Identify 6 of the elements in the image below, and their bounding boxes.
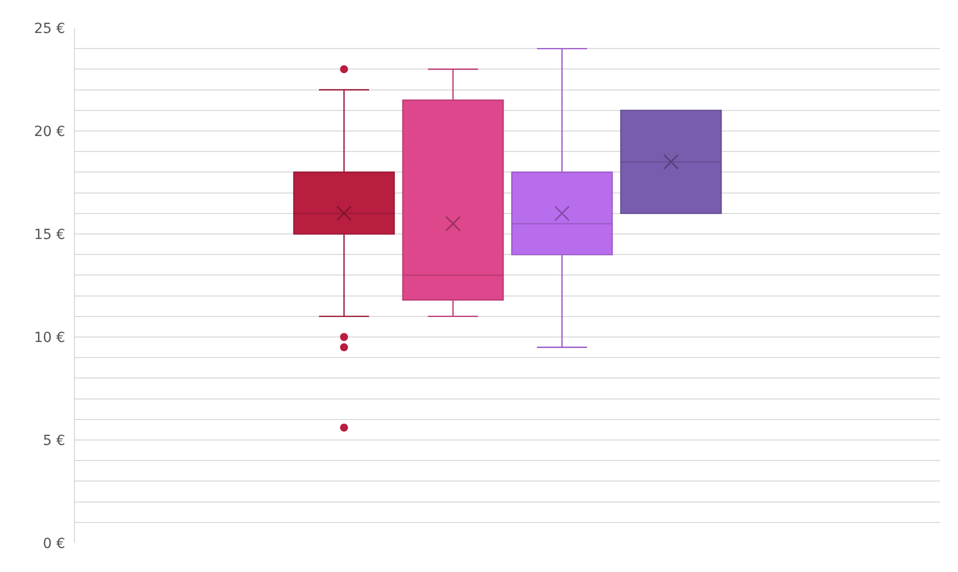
y-tick-label: 5 € bbox=[42, 432, 66, 449]
y-tick-label: 10 € bbox=[34, 330, 66, 346]
y-tick-label: 25 € bbox=[34, 20, 66, 37]
y-tick-label: 20 € bbox=[34, 124, 66, 140]
y-tick-label: 15 € bbox=[34, 226, 66, 243]
y-tick-label: 0 € bbox=[42, 536, 66, 552]
